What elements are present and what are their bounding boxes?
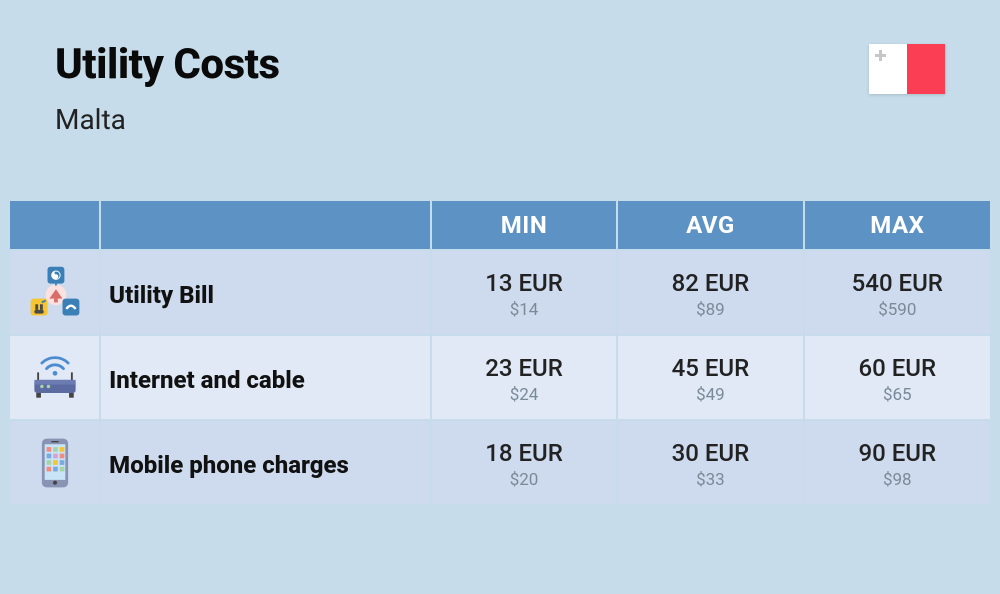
page-subtitle: Malta (55, 103, 280, 136)
utility-costs-table: MIN AVG MAX (10, 201, 990, 506)
cell-min: 18 EUR $20 (431, 420, 617, 505)
row-label: Internet and cable (100, 335, 431, 420)
max-primary: 60 EUR (805, 354, 990, 382)
malta-flag-icon (869, 44, 945, 94)
cell-min: 23 EUR $24 (431, 335, 617, 420)
max-primary: 90 EUR (805, 439, 990, 467)
row-label: Utility Bill (100, 250, 431, 335)
max-primary: 540 EUR (805, 269, 990, 297)
avg-primary: 82 EUR (618, 269, 802, 297)
avg-secondary: $33 (618, 470, 802, 490)
title-block: Utility Costs Malta (55, 40, 280, 136)
col-header-max: MAX (804, 201, 990, 250)
max-secondary: $590 (805, 300, 990, 320)
min-secondary: $20 (432, 470, 616, 490)
table-row: Mobile phone charges 18 EUR $20 30 EUR $… (10, 420, 990, 505)
table-row: Internet and cable 23 EUR $24 45 EUR $49… (10, 335, 990, 420)
avg-primary: 30 EUR (618, 439, 802, 467)
min-secondary: $24 (432, 385, 616, 405)
cell-max: 90 EUR $98 (804, 420, 990, 505)
utility-icon (10, 250, 100, 335)
table-row: Utility Bill 13 EUR $14 82 EUR $89 540 E… (10, 250, 990, 335)
avg-secondary: $49 (618, 385, 802, 405)
cell-min: 13 EUR $14 (431, 250, 617, 335)
avg-secondary: $89 (618, 300, 802, 320)
row-label: Mobile phone charges (100, 420, 431, 505)
col-header-avg: AVG (617, 201, 803, 250)
min-primary: 23 EUR (432, 354, 616, 382)
header: Utility Costs Malta (0, 0, 1000, 166)
page-title: Utility Costs (55, 40, 280, 89)
router-icon (10, 335, 100, 420)
cell-avg: 82 EUR $89 (617, 250, 803, 335)
min-secondary: $14 (432, 300, 616, 320)
min-primary: 13 EUR (432, 269, 616, 297)
phone-icon (10, 420, 100, 505)
min-primary: 18 EUR (432, 439, 616, 467)
col-header-min: MIN (431, 201, 617, 250)
cell-max: 60 EUR $65 (804, 335, 990, 420)
max-secondary: $98 (805, 470, 990, 490)
table-header-row: MIN AVG MAX (10, 201, 990, 250)
cell-avg: 45 EUR $49 (617, 335, 803, 420)
col-header-label (100, 201, 431, 250)
avg-primary: 45 EUR (618, 354, 802, 382)
col-header-icon (10, 201, 100, 250)
cell-avg: 30 EUR $33 (617, 420, 803, 505)
cell-max: 540 EUR $590 (804, 250, 990, 335)
max-secondary: $65 (805, 385, 990, 405)
